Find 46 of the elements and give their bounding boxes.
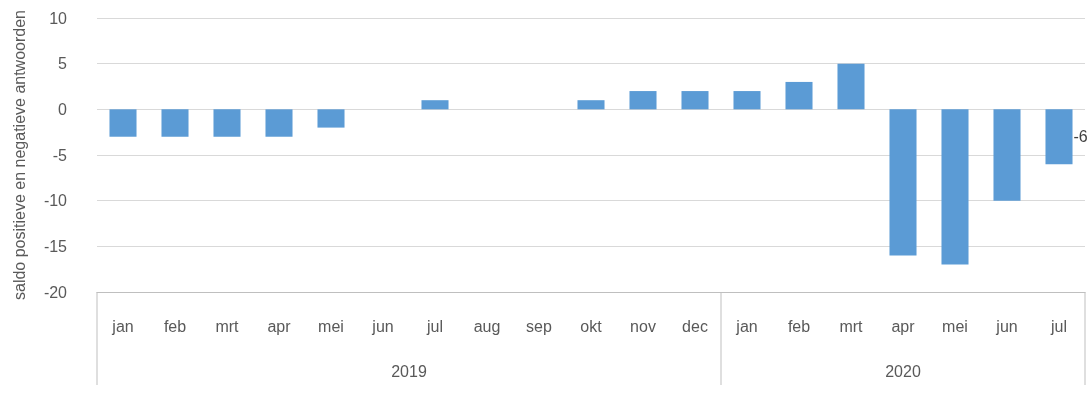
y-tick-label: -10 <box>43 192 68 210</box>
bar <box>421 100 449 110</box>
bar <box>577 100 605 110</box>
bar <box>889 109 917 256</box>
x-tick-label: jul <box>425 317 444 335</box>
bar <box>785 81 813 110</box>
y-tick-label: 0 <box>58 100 68 118</box>
bar <box>265 109 293 137</box>
x-tick-label: aug <box>473 317 501 335</box>
x-tick-label: jun <box>995 317 1018 335</box>
bar <box>629 91 657 110</box>
x-tick-label: jan <box>735 317 758 335</box>
y-axis-title: saldo positieve en negatieve antwoorden <box>10 10 28 300</box>
text: 2019 <box>391 362 427 380</box>
x-tick-label: sep <box>526 317 552 335</box>
x-tick-label: jun <box>371 317 394 335</box>
x-tick-label: mrt <box>215 317 240 335</box>
bar <box>109 109 137 137</box>
x-tick-label: mei <box>318 317 344 335</box>
x-tick-label: feb <box>163 317 187 335</box>
x-tick-label: apr <box>891 317 916 335</box>
y-tick-label: 5 <box>58 55 68 73</box>
bar <box>161 109 189 137</box>
x-tick-label: mei <box>942 317 968 335</box>
x-tick-label: nov <box>630 317 656 335</box>
bar <box>681 91 709 110</box>
text: 2020 <box>885 362 921 380</box>
x-tick-label: okt <box>580 317 603 335</box>
x-tick-label: mrt <box>839 317 864 335</box>
y-tick-label: -20 <box>43 283 68 301</box>
bar <box>733 91 761 110</box>
x-tick-label: jan <box>111 317 134 335</box>
bar <box>1045 109 1073 165</box>
bar <box>317 109 345 128</box>
bar <box>213 109 241 137</box>
y-tick-label: -15 <box>43 237 68 255</box>
x-tick-label: dec <box>682 317 708 335</box>
data-label: -6 <box>1073 128 1088 146</box>
x-tick-label: feb <box>787 317 811 335</box>
x-tick-label: jul <box>1049 317 1068 335</box>
bar <box>837 63 865 110</box>
bar <box>941 109 969 265</box>
y-tick-label: 10 <box>49 9 68 27</box>
x-tick-label: apr <box>267 317 292 335</box>
y-tick-label: -5 <box>52 146 68 164</box>
bar <box>993 109 1021 201</box>
